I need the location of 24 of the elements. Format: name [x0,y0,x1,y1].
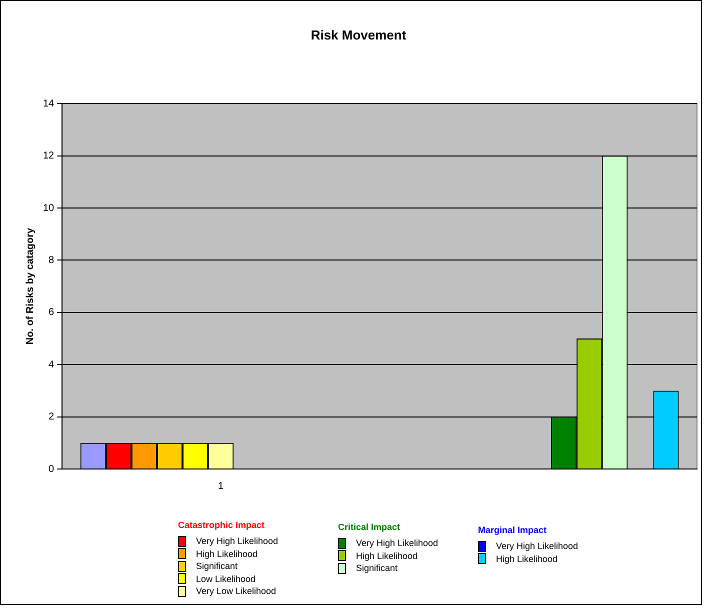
x-tick-label: 1 [218,480,224,492]
legend-label: Very High Likelihood [496,541,578,552]
y-tick-label: 6 [48,307,55,318]
legend-label: High Likelihood [196,548,258,559]
y-tick-label: 8 [48,254,55,266]
y-tick-label: 2 [48,412,55,423]
text: Critical Impact [338,522,402,532]
y-tick-label: 4 [48,359,55,370]
legend-label: Low Likelihood [196,574,256,584]
legend-label: High Likelihood [496,554,558,564]
y-tick-label: 14 [43,98,55,110]
chart-title: Risk Movement [310,27,407,42]
y-tick-label: 0 [48,464,55,475]
text: Catastrophic Impact [178,520,266,530]
legend-label: Significant [356,563,398,574]
text: Marginal Impact [478,525,548,535]
y-tick-label: 12 [43,150,55,162]
legend-label: Very High Likelihood [356,538,438,548]
legend-label: Very High Likelihood [196,536,278,546]
legend-label: Very Low Likelihood [196,586,276,596]
y-tick-label: 10 [43,202,55,214]
legend-label: High Likelihood [356,550,418,561]
y-axis-title: No. of Risks by catagory [24,228,36,345]
legend-label: Significant [196,561,238,572]
